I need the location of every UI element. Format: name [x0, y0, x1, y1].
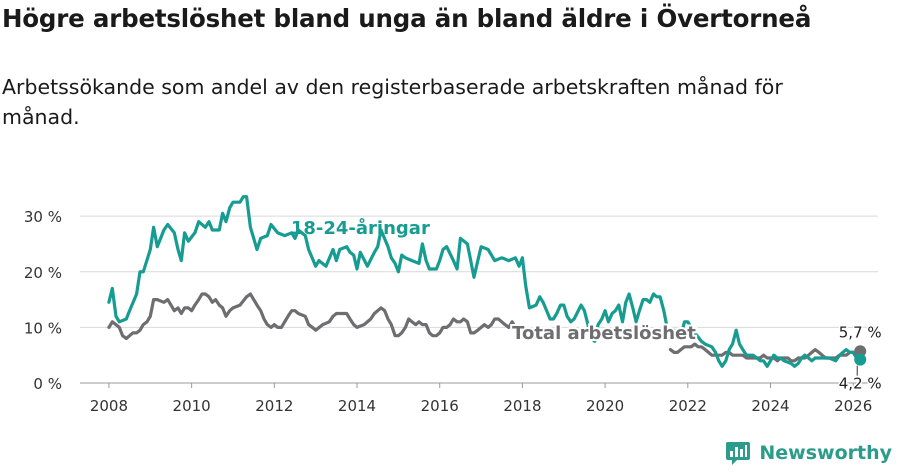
newsworthy-logo: Newsworthy — [725, 440, 892, 466]
x-tick-label: 2010 — [173, 397, 211, 415]
x-tick-label: 2018 — [503, 397, 541, 415]
series-labels: 18-24-åringar Total arbetslöshet 5,7 % 4,2 … — [291, 217, 883, 394]
x-tick-label: 2014 — [338, 397, 376, 415]
newsworthy-logo-icon — [726, 442, 751, 465]
end-point-marker — [854, 353, 867, 366]
x-tick-label: 2012 — [255, 397, 293, 415]
x-tick-label: 2020 — [586, 397, 624, 415]
y-tick-label: 30 % — [24, 208, 62, 226]
series-line-18-24-åringar — [107, 195, 862, 368]
series-label-total: Total arbetslöshet — [512, 323, 696, 344]
y-tick-label: 20 % — [24, 264, 62, 282]
x-axis: 2008 2010 2012 2014 2016 2018 2020 2022 2024 2026 — [80, 382, 878, 415]
series-lines — [107, 195, 862, 368]
end-value-label: 5,7 % — [839, 323, 882, 341]
series-label-youth: 18-24-åringar — [291, 217, 430, 239]
chart-subtitle: Arbetssökande som andel av den registerb… — [2, 75, 783, 129]
x-tick-label: 2008 — [90, 397, 128, 415]
x-tick-label: 2016 — [421, 397, 459, 415]
y-tick-label: 0 % — [33, 375, 62, 393]
end-point-marker — [854, 345, 867, 358]
x-tick-label: 2024 — [751, 397, 789, 415]
y-tick-label: 10 % — [24, 319, 62, 337]
brand-name: Newsworthy — [759, 442, 892, 464]
x-tick-label: 2026 — [834, 397, 872, 415]
y-axis: 0 % 10 % 20 % 30 % — [24, 208, 62, 393]
x-tick-label: 2022 — [669, 397, 707, 415]
end-value-label: 4,2 % — [839, 375, 882, 393]
chart-title: Högre arbetslöshet bland unga än bland ä… — [2, 4, 812, 33]
